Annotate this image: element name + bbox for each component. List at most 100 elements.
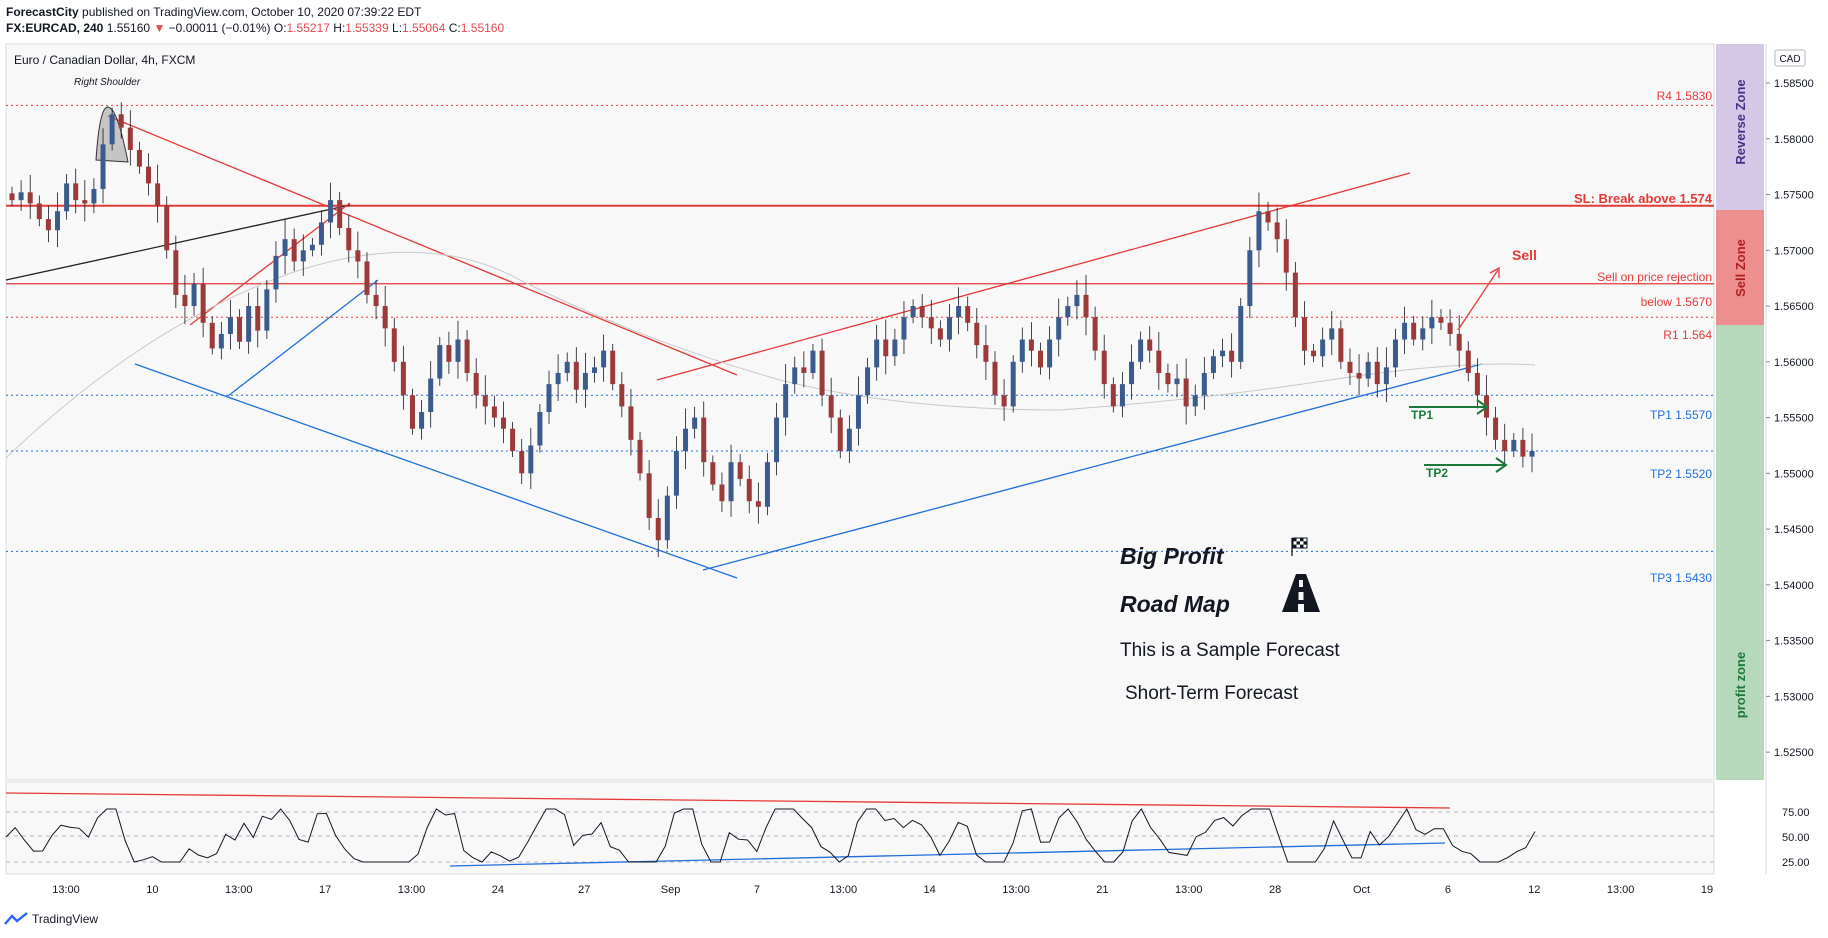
candle-body[interactable] (974, 322, 980, 346)
black-trendline[interactable] (5, 204, 351, 281)
candle-body[interactable] (637, 439, 643, 474)
candle-body[interactable] (1502, 439, 1508, 452)
candle-body[interactable] (182, 294, 188, 307)
candle-body[interactable] (846, 428, 852, 452)
candle-body[interactable] (1201, 372, 1207, 396)
candle-body[interactable] (255, 306, 261, 331)
candle-body[interactable] (1465, 350, 1471, 373)
candle-body[interactable] (282, 239, 288, 256)
candle-body[interactable] (264, 289, 270, 331)
candle-body[interactable] (373, 294, 379, 307)
candle-body[interactable] (1274, 222, 1280, 240)
candle-body[interactable] (1529, 451, 1535, 457)
candle-body[interactable] (1092, 317, 1098, 351)
candle-body[interactable] (1038, 350, 1044, 368)
candle-body[interactable] (755, 501, 761, 507)
rsi-indicator[interactable] (5, 792, 1714, 867)
candle-body[interactable] (218, 333, 224, 349)
candle-body[interactable] (400, 361, 406, 396)
candle-body[interactable] (1220, 350, 1226, 357)
candle-body[interactable] (573, 361, 579, 390)
candle-body[interactable] (737, 462, 743, 479)
candle-body[interactable] (719, 484, 725, 502)
candle-body[interactable] (1474, 372, 1480, 396)
candle-body[interactable] (1402, 322, 1408, 340)
candle-body[interactable] (883, 339, 889, 357)
candle-body[interactable] (27, 192, 33, 204)
candle-body[interactable] (683, 428, 689, 452)
candle-body[interactable] (227, 317, 233, 334)
candle-body[interactable] (473, 372, 479, 396)
candle-body[interactable] (164, 205, 170, 251)
candle-body[interactable] (382, 306, 388, 329)
candle-body[interactable] (136, 149, 142, 167)
candle-body[interactable] (1392, 339, 1398, 368)
candle-body[interactable] (1110, 384, 1116, 407)
candle-body[interactable] (64, 183, 70, 212)
candle-body[interactable] (619, 384, 625, 407)
symbol-label[interactable]: FX:EURCAD, 240 (6, 21, 104, 35)
candle-body[interactable] (1047, 339, 1053, 368)
candle-body[interactable] (446, 345, 452, 362)
candle-body[interactable] (428, 378, 434, 412)
candle-body[interactable] (1438, 317, 1444, 323)
candle-body[interactable] (1365, 361, 1371, 379)
candle-body[interactable] (1320, 339, 1326, 357)
candle-body[interactable] (1493, 417, 1499, 440)
candle-body[interactable] (837, 417, 843, 452)
candle-body[interactable] (500, 417, 506, 429)
candle-body[interactable] (801, 367, 807, 373)
candle-body[interactable] (592, 367, 598, 373)
candle-body[interactable] (1083, 294, 1089, 318)
candle-body[interactable] (983, 345, 989, 362)
rsi-pane[interactable] (5, 781, 1715, 875)
candle-body[interactable] (1001, 395, 1007, 407)
candle-body[interactable] (1056, 317, 1062, 340)
candle-body[interactable] (610, 350, 616, 385)
candle-body[interactable] (956, 306, 962, 318)
tradingview-logo-icon[interactable] (4, 912, 28, 926)
candle-body[interactable] (346, 228, 352, 251)
candle-body[interactable] (337, 200, 343, 228)
candle-body[interactable] (1411, 322, 1417, 340)
candle-body[interactable] (1338, 328, 1344, 362)
candle-body[interactable] (810, 350, 816, 373)
candle-body[interactable] (1356, 372, 1362, 379)
candle-body[interactable] (965, 306, 971, 323)
candle-body[interactable] (73, 183, 79, 201)
candle-body[interactable] (9, 193, 15, 201)
candle-body[interactable] (1192, 395, 1198, 407)
candle-body[interactable] (546, 384, 552, 412)
candle-body[interactable] (1374, 361, 1380, 385)
candle-body[interactable] (155, 183, 161, 206)
candle-body[interactable] (710, 462, 716, 485)
candle-body[interactable] (1347, 361, 1353, 373)
candle-body[interactable] (455, 339, 461, 362)
candle-body[interactable] (1147, 339, 1153, 351)
candle-body[interactable] (328, 200, 334, 223)
candle-body[interactable] (1229, 350, 1235, 362)
descending-support-line[interactable] (134, 363, 738, 579)
candle-body[interactable] (582, 372, 588, 390)
candle-body[interactable] (1183, 378, 1189, 407)
candle-body[interactable] (291, 239, 297, 262)
candle-body[interactable] (1119, 384, 1125, 407)
candle-body[interactable] (1074, 294, 1080, 307)
candle-body[interactable] (1256, 211, 1262, 251)
candle-body[interactable] (127, 127, 133, 150)
candle-body[interactable] (946, 317, 952, 340)
candle-body[interactable] (1456, 333, 1462, 351)
candle-body[interactable] (209, 322, 215, 349)
currency-badge[interactable] (1774, 49, 1806, 67)
candle-body[interactable] (510, 428, 516, 452)
candle-body[interactable] (1174, 378, 1180, 385)
candle-body[interactable] (1010, 361, 1016, 407)
candle-body[interactable] (355, 250, 361, 262)
candlestick-series[interactable] (9, 102, 1535, 558)
candle-body[interactable] (528, 445, 534, 474)
candle-body[interactable] (1101, 350, 1107, 385)
channel-lower-line[interactable] (227, 279, 379, 397)
candle-body[interactable] (118, 114, 124, 128)
candle-body[interactable] (82, 200, 88, 204)
